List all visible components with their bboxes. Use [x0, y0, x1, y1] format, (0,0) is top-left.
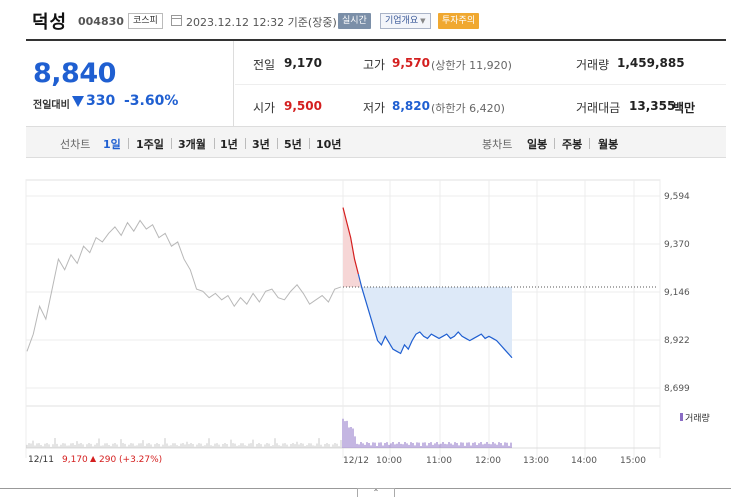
period-10y[interactable]: 10년 — [316, 138, 342, 151]
amount-value: 13,355 — [629, 99, 676, 113]
separator — [589, 138, 590, 149]
down-triangle-icon — [72, 96, 84, 107]
header-divider — [26, 39, 726, 41]
high-label: 고가 — [363, 58, 386, 72]
upper-limit: (상한가 11,920) — [431, 59, 512, 72]
y-tick-label: 9,594 — [664, 192, 690, 202]
prev-close-value: 9,170 — [284, 56, 322, 70]
y-tick-label: 9,370 — [664, 240, 690, 250]
y-tick-label: 8,922 — [664, 336, 690, 346]
lower-limit: (하한가 6,420) — [431, 102, 505, 115]
separator — [277, 138, 278, 149]
amount-label: 거래대금 — [576, 101, 621, 115]
collapse-toggle[interactable]: ⌃ — [357, 488, 395, 497]
x-tick-label: 15:00 — [620, 456, 646, 466]
candle-monthly[interactable]: 월봉 — [598, 138, 619, 151]
period-5y[interactable]: 5년 — [284, 138, 302, 151]
volume-legend: 거래량 — [680, 411, 710, 424]
separator — [245, 138, 246, 149]
candle-weekly[interactable]: 주봉 — [562, 138, 583, 151]
separator — [554, 138, 555, 149]
company-info-dropdown[interactable]: 기업개요 ▼ — [380, 13, 431, 29]
chart-toolbar — [26, 127, 726, 158]
change-percent: -3.60% — [124, 93, 179, 109]
x-tick-label: 10:00 — [376, 456, 402, 466]
current-price-box — [26, 41, 234, 127]
stock-code: 004830 — [78, 15, 124, 28]
stock-name: 덕성 — [32, 12, 68, 33]
price-chart[interactable]: 9,594 9,370 9,146 8,922 8,699 12/12 10:00 11:00… — [0, 158, 731, 497]
prev-day-line — [26, 219, 342, 352]
up-triangle-icon: ▲ — [90, 454, 97, 463]
x-tick-label: 12:00 — [475, 456, 501, 466]
period-3m[interactable]: 3개월 — [178, 138, 206, 151]
prev-close-label: 전일 — [253, 58, 276, 72]
x-tick-label: 13:00 — [523, 456, 549, 466]
current-price: 8,840 — [33, 58, 116, 89]
prev-day-close: 9,170 — [62, 455, 88, 465]
line-chart-label: 선차트 — [60, 138, 91, 151]
y-tick-label: 8,699 — [664, 384, 690, 394]
above-prev-area — [343, 207, 512, 287]
realtime-button[interactable]: 실시간 — [338, 13, 371, 29]
below-prev-area — [343, 286, 512, 358]
volume-legend-label: 거래량 — [685, 414, 710, 424]
volume-legend-swatch — [680, 413, 683, 421]
prev-day-change: 290 (+3.27%) — [99, 455, 163, 465]
change-value: 330 — [86, 93, 116, 109]
today-line-up — [342, 207, 359, 275]
open-value: 9,500 — [284, 99, 322, 113]
y-tick-label: 9,146 — [664, 288, 690, 298]
separator — [309, 138, 310, 149]
chevron-up-icon: ⌃ — [372, 488, 380, 497]
volume-label: 거래량 — [576, 58, 610, 72]
separator — [214, 138, 215, 149]
period-1d[interactable]: 1일 — [103, 138, 121, 151]
period-3y[interactable]: 3년 — [252, 138, 270, 151]
chevron-down-icon: ▼ — [420, 17, 426, 25]
calendar-icon — [171, 15, 182, 26]
period-1y[interactable]: 1년 — [220, 138, 238, 151]
separator — [171, 138, 172, 149]
change-label: 전일대비 — [33, 100, 70, 111]
stats-divider — [235, 84, 726, 85]
high-value: 9,570 — [392, 56, 430, 70]
separator — [128, 138, 129, 149]
low-value: 8,820 — [392, 99, 430, 113]
volume-value: 1,459,885 — [617, 56, 685, 70]
amount-unit: 백만 — [673, 101, 696, 115]
x-tick-label: 14:00 — [571, 456, 597, 466]
open-label: 시가 — [253, 101, 276, 115]
investment-caution-badge[interactable]: 투자주의 — [438, 13, 480, 29]
x-tick-label: 11:00 — [426, 456, 452, 466]
company-info-label: 기업개요 — [385, 16, 419, 26]
low-label: 저가 — [363, 101, 386, 115]
price-panel — [26, 41, 726, 127]
timestamp: 2023.12.12 12:32 기준(장중) — [186, 16, 337, 29]
market-badge: 코스피 — [128, 13, 163, 29]
today-line-down — [357, 273, 513, 359]
period-1w[interactable]: 1주일 — [136, 138, 164, 151]
prev-day-date: 12/11 — [28, 455, 54, 465]
candle-daily[interactable]: 일봉 — [527, 138, 548, 151]
candle-chart-label: 봉차트 — [482, 138, 513, 151]
x-tick-label: 12/12 — [343, 456, 369, 466]
